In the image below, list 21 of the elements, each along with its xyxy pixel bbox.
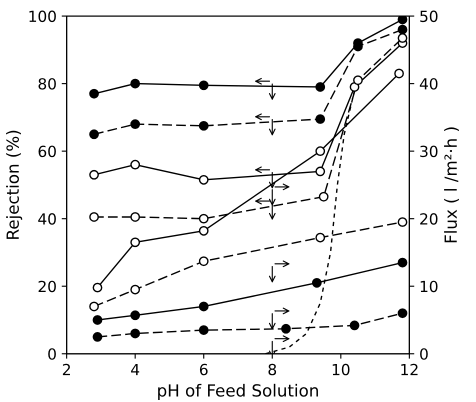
x-tick-label: 6 [200,364,208,376]
x-axis-title: pH of Feed Solution [158,384,318,400]
y2-axis-title: Flux ( l /m²·h ) [444,127,459,242]
y2-tick-label: 40 [420,78,438,90]
y-tick-label: 60 [38,146,56,158]
x-tick-label: 12 [401,364,418,376]
y2-tick-label: 50 [420,10,438,22]
y-tick-label: 100 [29,10,56,22]
x-tick-label: 4 [131,364,140,376]
x-tick-label: 2 [62,364,70,376]
y2-tick-label: 10 [420,280,438,292]
y2-tick-label: 0 [420,348,428,360]
x-tick-label: 8 [268,364,276,376]
y-tick-label: 40 [38,213,56,225]
y-tick-label: 20 [38,280,56,292]
x-tick-label: 10 [332,364,350,376]
y-axis-title: Rejection (%) [6,130,22,239]
y-tick-label: 0 [48,348,56,360]
y2-tick-label: 30 [420,146,438,158]
y-tick-label: 80 [38,78,56,90]
y2-tick-label: 20 [420,213,438,225]
